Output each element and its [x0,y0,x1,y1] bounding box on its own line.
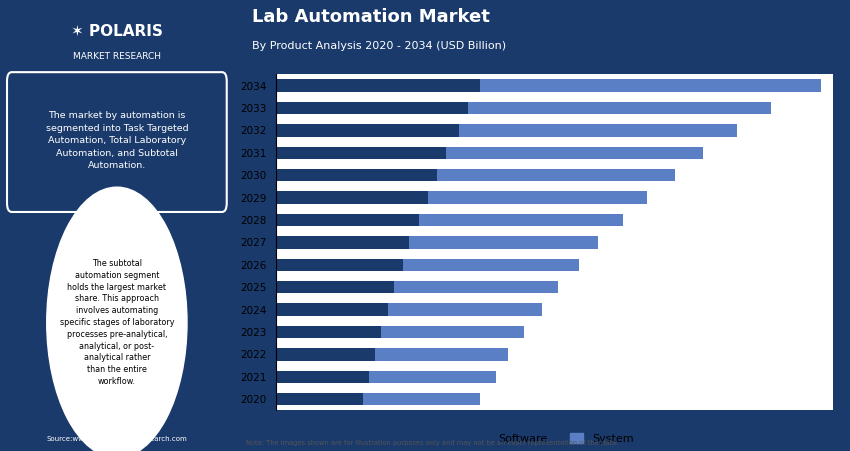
Bar [276,281,394,293]
Bar [468,102,771,114]
Bar [388,304,542,316]
Bar [409,236,598,249]
Bar [369,371,496,383]
Bar [276,259,403,271]
Bar [276,79,480,92]
Bar [363,393,480,405]
Bar [418,214,623,226]
Text: MARKET RESEARCH: MARKET RESEARCH [73,52,161,61]
Bar [276,348,375,360]
Bar [276,326,382,338]
Text: Note: The images shown are for illustration purposes only and may not be an exac: Note: The images shown are for illustrat… [246,440,618,446]
Bar [480,79,820,92]
Bar [403,259,580,271]
Bar [276,192,428,204]
Bar [276,304,388,316]
Bar [276,236,409,249]
Bar [446,147,703,159]
Bar [276,169,437,181]
Bar [276,393,363,405]
Text: Lab Automation Market: Lab Automation Market [252,8,490,26]
Text: ✶ POLARIS: ✶ POLARIS [71,24,163,39]
Circle shape [47,187,187,451]
Bar [276,371,369,383]
Bar [428,192,648,204]
Bar [394,281,558,293]
FancyBboxPatch shape [7,72,227,212]
Text: Source:www.polarismarketresearch.com: Source:www.polarismarketresearch.com [47,436,187,442]
Bar [276,214,418,226]
Bar [276,102,468,114]
Bar [276,147,446,159]
Bar [382,326,524,338]
Bar [437,169,675,181]
Text: The subtotal
automation segment
holds the largest market
share. This approach
in: The subtotal automation segment holds th… [60,259,174,386]
Bar [375,348,508,360]
Bar [459,124,737,137]
Bar [276,124,459,137]
Text: By Product Analysis 2020 - 2034 (USD Billion): By Product Analysis 2020 - 2034 (USD Bil… [252,41,507,51]
Text: The market by automation is
segmented into Task Targeted
Automation, Total Labor: The market by automation is segmented in… [46,111,188,170]
Legend: Software, System: Software, System [472,429,638,449]
